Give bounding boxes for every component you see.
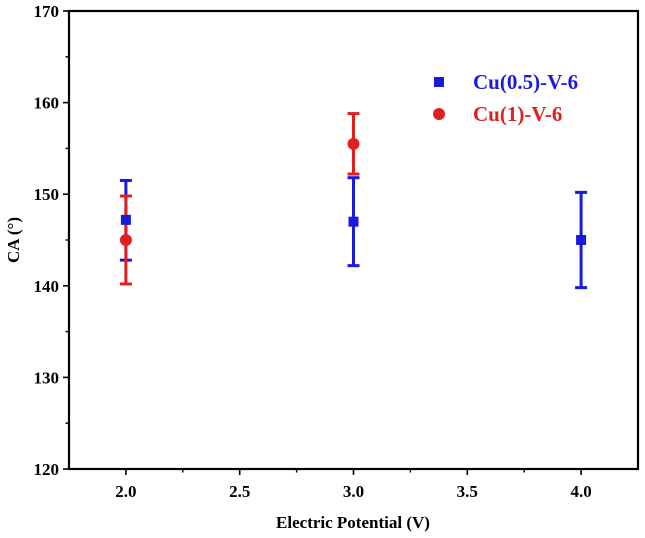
legend-marker-cu05 (434, 77, 444, 87)
data-point-cu05 (120, 214, 131, 225)
data-point-cu05 (348, 216, 359, 227)
legend-marker-cu1 (433, 108, 445, 120)
x-axis-title: Electric Potential (V) (276, 513, 430, 532)
data-point-cu1 (347, 137, 360, 150)
legend-label-cu1: Cu(1)-V-6 (473, 102, 562, 126)
y-tick-label: 120 (34, 460, 60, 479)
legend: Cu(0.5)-V-6 Cu(1)-V-6 (433, 70, 578, 126)
x-tick-label: 2.5 (229, 482, 250, 501)
y-tick-label: 150 (34, 185, 60, 204)
y-axis-title: CA (°) (4, 217, 23, 263)
y-tick-labels: 120 130 140 150 160 170 (34, 2, 60, 479)
y-tick-label: 130 (34, 368, 60, 387)
y-tick-label: 170 (34, 2, 60, 21)
x-tick-label: 3.5 (457, 482, 478, 501)
y-tick-label: 140 (34, 277, 60, 296)
data-point-cu1 (119, 234, 132, 246)
x-tick-label: 4.0 (570, 482, 591, 501)
legend-label-cu05: Cu(0.5)-V-6 (473, 70, 578, 94)
y-tick-label: 160 (34, 94, 60, 113)
data-markers (119, 137, 587, 246)
plot-frame (67, 9, 640, 471)
x-tick-labels: 2.0 2.5 3.0 3.5 4.0 (115, 482, 591, 501)
x-tick-label: 3.0 (343, 482, 364, 501)
x-tick-label: 2.0 (115, 482, 136, 501)
data-point-cu05 (576, 235, 587, 245)
